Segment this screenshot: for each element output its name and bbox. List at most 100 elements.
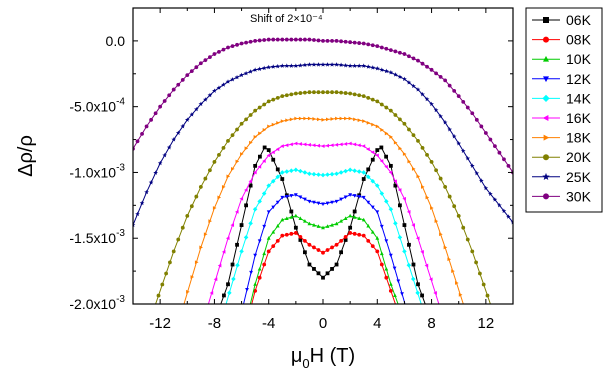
point-30K-73	[461, 99, 466, 104]
point-25K-59	[397, 74, 403, 79]
point-16K-31	[343, 142, 348, 146]
x-tick-label: 12	[478, 315, 495, 332]
point-25K-36	[293, 63, 299, 68]
point-30K-40	[312, 38, 316, 42]
point-08K-11	[298, 235, 303, 239]
point-08K-29	[379, 262, 384, 267]
point-14K-36	[384, 199, 389, 204]
point-25K-44	[329, 62, 335, 67]
legend-item-08K: 08K	[532, 32, 592, 48]
y-tick-label: -2.0x10-3	[69, 294, 125, 312]
point-08K-5	[271, 244, 276, 249]
point-30K-17	[208, 55, 212, 60]
point-08K-2	[257, 275, 262, 280]
legend-label: 16K	[566, 110, 592, 126]
point-18K-40	[362, 119, 366, 124]
point-10K-15	[316, 224, 321, 228]
point-20K-38	[321, 90, 325, 95]
legend-marker	[542, 115, 549, 121]
point-25K-8	[166, 144, 172, 150]
point-16K-8	[239, 196, 244, 201]
legend-marker	[543, 154, 549, 161]
point-16K-20	[293, 141, 298, 146]
point-12K-27	[361, 195, 366, 200]
point-30K-51	[361, 41, 366, 46]
point-12K-20	[330, 200, 334, 205]
plot-frame	[132, 7, 514, 305]
point-25K-31	[270, 64, 276, 69]
point-30K-61	[407, 54, 411, 59]
point-30K-56	[384, 46, 389, 51]
point-08K-30	[384, 275, 389, 280]
point-30K-59	[398, 50, 402, 55]
point-14K-44	[420, 304, 425, 309]
point-14K-35	[379, 191, 385, 196]
point-20K-6	[176, 237, 181, 242]
point-14K-19	[307, 171, 312, 177]
point-06K-23	[321, 275, 325, 280]
point-25K-19	[216, 85, 222, 90]
point-20K-55	[398, 117, 402, 122]
point-06K-30	[352, 209, 357, 214]
point-14K-39	[397, 235, 403, 240]
point-14K-26	[338, 170, 344, 175]
series-20K	[155, 90, 491, 304]
point-08K-20	[339, 238, 343, 243]
point-06K-17	[293, 225, 298, 230]
x-axis-label: μ0H (T)	[291, 345, 355, 371]
series-10K	[249, 213, 399, 304]
point-18K-50	[407, 159, 412, 164]
legend-label: 06K	[566, 12, 592, 28]
point-12K-1	[245, 288, 249, 292]
point-25K-42	[320, 62, 326, 67]
point-16K-49	[424, 263, 429, 268]
point-18K-57	[439, 232, 443, 237]
point-30K-72	[456, 94, 461, 99]
point-14K-33	[370, 178, 376, 184]
point-18K-10	[226, 174, 231, 179]
point-18K-56	[434, 219, 439, 224]
legend-marker	[543, 36, 549, 43]
point-08K-13	[307, 242, 312, 247]
point-30K-6	[158, 104, 163, 109]
point-25K-34	[284, 63, 290, 68]
point-30K-67	[434, 71, 438, 76]
point-10K-28	[375, 236, 380, 240]
point-30K-5	[153, 111, 158, 116]
point-18K-42	[371, 122, 375, 127]
point-16K-22	[302, 142, 307, 147]
point-18K-27	[303, 116, 307, 121]
point-18K-21	[276, 120, 280, 125]
point-30K-83	[506, 163, 511, 168]
point-25K-9	[171, 137, 177, 142]
point-14K-41	[406, 262, 412, 268]
point-20K-65	[443, 185, 448, 189]
point-30K-75	[470, 111, 475, 116]
series-12K	[243, 193, 406, 304]
point-20K-68	[456, 213, 461, 218]
point-18K-32	[326, 117, 330, 122]
x-tick-label: 8	[427, 315, 435, 332]
point-16K-52	[438, 305, 442, 309]
point-30K-13	[189, 69, 194, 74]
point-18K-39	[357, 118, 362, 123]
point-10K-22	[348, 213, 353, 218]
point-25K-33	[279, 63, 285, 68]
point-20K-49	[370, 97, 375, 102]
point-25K-52	[365, 64, 371, 69]
point-10K-30	[384, 266, 389, 271]
point-10K-9	[289, 215, 294, 219]
point-30K-53	[370, 43, 375, 48]
legend-item-25K: 25K	[532, 169, 592, 185]
point-16K-47	[415, 236, 420, 241]
point-30K-16	[203, 58, 208, 63]
point-16K-45	[406, 210, 411, 214]
point-12K-21	[334, 199, 339, 204]
point-16K-40	[384, 164, 388, 169]
point-30K-64	[420, 61, 425, 66]
point-16K-28	[329, 143, 334, 148]
point-20K-58	[411, 133, 416, 138]
x-tick-label: -8	[208, 315, 221, 332]
point-20K-27	[271, 97, 276, 102]
